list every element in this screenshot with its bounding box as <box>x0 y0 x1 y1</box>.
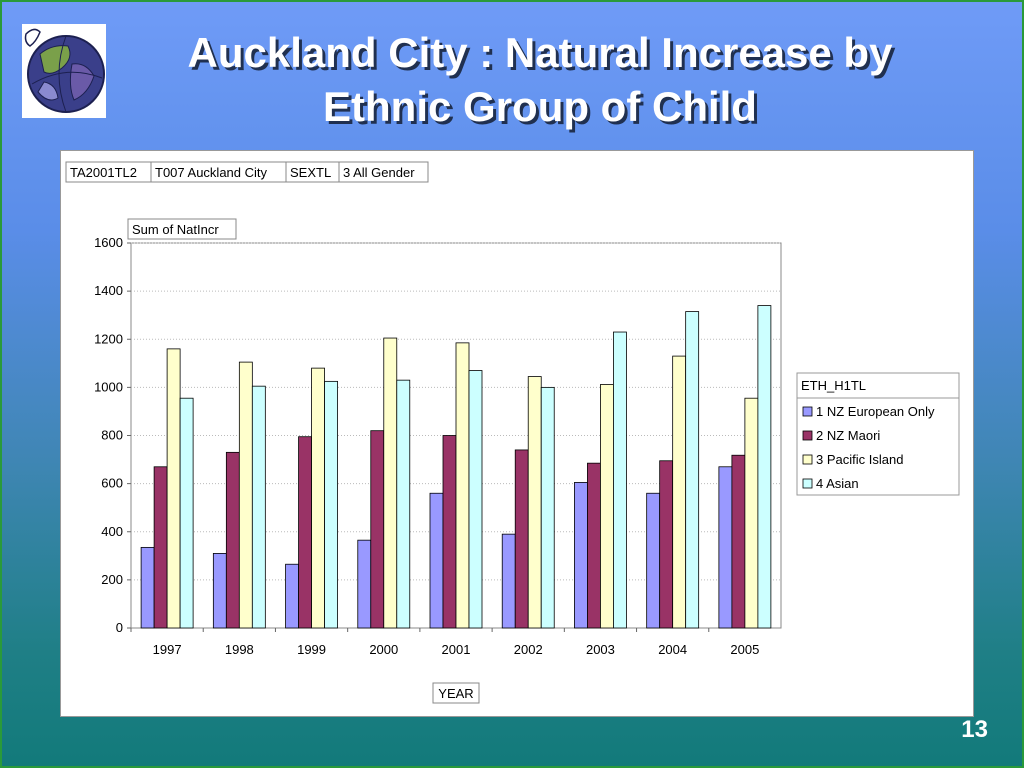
title-line-2: Ethnic Group of Child <box>323 83 757 130</box>
bar <box>540 386 555 629</box>
bar <box>757 305 772 629</box>
bar <box>685 311 700 629</box>
chart-panel: TA2001TL2 T007 Auckland City SEXTL 3 All… <box>60 150 974 717</box>
x-tick-label: 1999 <box>297 642 326 657</box>
bar <box>357 539 372 629</box>
pivot-filter-field-label: TA2001TL2 <box>70 165 137 180</box>
x-tick-label: 1997 <box>153 642 182 657</box>
bar <box>140 546 155 629</box>
y-tick-label: 1200 <box>94 331 123 346</box>
bar <box>166 348 181 629</box>
x-tick-label: 2001 <box>442 642 471 657</box>
x-axis: 1997 1998 1999 2000 2001 2002 2003 2004 2005 <box>130 628 759 657</box>
bar <box>238 361 253 629</box>
legend-swatch <box>802 430 813 441</box>
x-tick-label: 2000 <box>369 642 398 657</box>
title-line-1: Auckland City : Natural Increase by <box>187 29 893 76</box>
x-tick-label: 2002 <box>514 642 543 657</box>
bar <box>212 553 227 629</box>
bar <box>383 337 398 629</box>
x-tick-label: 1998 <box>225 642 254 657</box>
bar <box>514 449 529 629</box>
x-tick-label: 2005 <box>730 642 759 657</box>
legend-item-label: 3 Pacific Island <box>816 452 903 467</box>
bar <box>396 379 411 629</box>
globe-logo <box>22 24 106 118</box>
y-tick-label: 0 <box>116 620 123 635</box>
bar <box>587 462 601 629</box>
chart-svg: TA2001TL2 T007 Auckland City SEXTL 3 All… <box>65 161 960 704</box>
axis-field-button[interactable] <box>432 682 480 704</box>
bar <box>455 342 470 629</box>
page-number: 13 <box>961 716 988 743</box>
bar <box>285 563 299 629</box>
y-tick-label: 1600 <box>94 235 123 250</box>
bar <box>613 331 627 629</box>
bar <box>298 436 312 629</box>
bar <box>600 384 614 629</box>
y-tick-label: 800 <box>101 428 123 443</box>
bar <box>442 435 457 629</box>
pivot-filter-value-label: 3 All Gender <box>343 165 415 180</box>
bar <box>179 397 194 629</box>
pivot-filter-value-label: T007 Auckland City <box>155 165 268 180</box>
globe-icon <box>24 28 105 113</box>
legend-field-label[interactable]: ETH_H1TL <box>801 378 866 393</box>
x-axis-label: YEAR <box>438 686 473 701</box>
y-axis-label: Sum of NatIncr <box>132 222 219 237</box>
data-field-button[interactable] <box>127 218 237 240</box>
bar <box>311 367 325 629</box>
slide-title: Auckland City : Natural Increase by Ethn… <box>120 26 960 134</box>
bar <box>659 460 674 629</box>
bar <box>672 355 687 629</box>
legend: ETH_H1TL 1 NZ European Only 2 NZ Maori 3 P… <box>796 372 960 496</box>
bar <box>527 376 542 629</box>
x-tick-label: 2004 <box>658 642 687 657</box>
bar <box>501 533 516 629</box>
legend-item-label: 4 Asian <box>816 476 859 491</box>
y-tick-label: 600 <box>101 476 123 491</box>
bar <box>744 397 759 629</box>
bar <box>731 454 746 629</box>
bar <box>225 451 240 629</box>
y-axis: 0 200 400 600 800 1000 1200 1400 1600 <box>94 235 131 635</box>
bar <box>370 430 385 629</box>
x-tick-label: 2003 <box>586 642 615 657</box>
pivot-filter-bar: TA2001TL2 T007 Auckland City SEXTL 3 All… <box>65 161 429 183</box>
bars-group <box>140 305 772 629</box>
bar <box>153 466 168 629</box>
bar <box>251 385 266 629</box>
bar <box>646 492 661 629</box>
bar <box>468 370 483 629</box>
legend-item-label: 2 NZ Maori <box>816 428 880 443</box>
y-tick-label: 200 <box>101 572 123 587</box>
legend-swatch <box>802 406 813 417</box>
bar <box>429 492 444 629</box>
legend-box <box>796 372 960 496</box>
legend-swatch <box>802 478 813 489</box>
bar <box>324 380 338 629</box>
pivot-filter-value-box[interactable] <box>338 161 429 183</box>
legend-item-label: 1 NZ European Only <box>816 404 935 419</box>
pivot-filter-field-label: SEXTL <box>290 165 331 180</box>
y-tick-label: 1400 <box>94 283 123 298</box>
bar <box>718 466 733 629</box>
bar <box>574 482 588 629</box>
legend-swatch <box>802 454 813 465</box>
y-tick-label: 400 <box>101 524 123 539</box>
y-tick-label: 1000 <box>94 379 123 394</box>
